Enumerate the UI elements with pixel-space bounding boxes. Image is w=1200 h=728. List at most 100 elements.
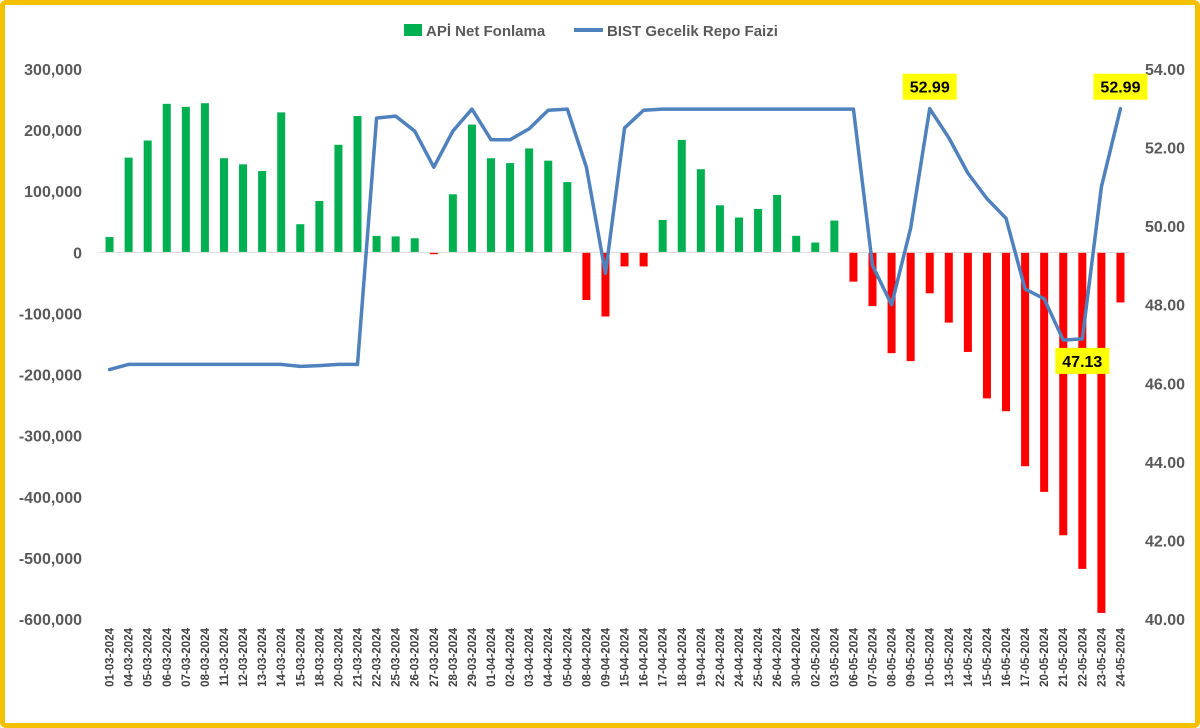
bar-09-05-2024 (906, 252, 915, 362)
x-tick-label: 08-05-2024 (887, 627, 899, 686)
x-tick-label: 06-05-2024 (848, 627, 860, 686)
bar-27-03-2024 (429, 252, 438, 255)
x-tick-label: 14-05-2024 (963, 627, 975, 686)
bar-15-05-2024 (982, 252, 991, 399)
y-right-tick: 46.00 (1145, 376, 1185, 393)
x-tick-label: 24-04-2024 (734, 627, 746, 686)
x-tick-label: 17-05-2024 (1020, 627, 1032, 686)
x-tick-label: 02-05-2024 (810, 627, 822, 686)
y-right-tick: 52.00 (1145, 141, 1185, 158)
x-tick-label: 16-05-2024 (1001, 627, 1013, 686)
x-tick-label: 08-03-2024 (200, 627, 212, 686)
x-tick-label: 23-05-2024 (1096, 627, 1108, 686)
bar-18-04-2024 (677, 139, 686, 253)
y-left-tick: -400,000 (19, 490, 82, 507)
bar-22-05-2024 (1078, 252, 1087, 569)
y-left-tick: -100,000 (19, 306, 82, 323)
y-right-tick: 48.00 (1145, 298, 1185, 315)
bar-14-03-2024 (277, 112, 286, 253)
bar-04-04-2024 (544, 160, 553, 253)
x-tick-label: 15-05-2024 (982, 627, 994, 686)
x-tick-label: 21-03-2024 (353, 627, 365, 686)
bar-02-04-2024 (506, 163, 515, 253)
x-tick-label: 07-03-2024 (181, 627, 193, 686)
bar-02-05-2024 (811, 242, 820, 253)
bar-03-05-2024 (830, 220, 839, 253)
y-left-tick: 200,000 (24, 123, 82, 140)
bar-14-05-2024 (963, 252, 972, 352)
y-left-tick: 300,000 (24, 62, 82, 79)
x-tick-label: 05-04-2024 (562, 627, 574, 686)
bar-15-04-2024 (620, 252, 629, 267)
annotation-box (1093, 73, 1148, 100)
repo-rate-line (107, 106, 1123, 372)
x-tick-label: 25-03-2024 (391, 627, 403, 686)
bar-18-03-2024 (315, 201, 324, 253)
x-tick-label: 04-03-2024 (124, 627, 136, 686)
legend-swatch-api-net-fonlama (404, 24, 422, 36)
x-tick-label: 30-04-2024 (791, 627, 803, 686)
x-tick-label: 22-03-2024 (372, 627, 384, 686)
legend: APİ Net Fonlama BIST Gecelik Repo Faizi (404, 23, 778, 40)
x-tick-label: 15-04-2024 (620, 627, 632, 686)
x-axis: 01-03-2024 04-03-2024 05-03-2024 06-03-2024… (105, 627, 1128, 686)
x-tick-label: 21-05-2024 (1058, 627, 1070, 686)
bar-15-03-2024 (296, 224, 305, 253)
bar-05-04-2024 (563, 182, 572, 253)
bar-12-03-2024 (239, 164, 248, 253)
x-tick-label: 05-03-2024 (143, 627, 155, 686)
bar-16-05-2024 (1002, 252, 1011, 412)
x-tick-label: 09-04-2024 (600, 627, 612, 686)
y-left-tick: 0 (73, 245, 82, 262)
x-tick-label: 13-05-2024 (944, 627, 956, 686)
bar-10-05-2024 (925, 252, 934, 294)
bar-29-03-2024 (467, 124, 476, 253)
x-tick-label: 16-04-2024 (639, 627, 651, 686)
bar-06-05-2024 (849, 252, 858, 282)
y-right-tick: 54.00 (1145, 62, 1185, 79)
bar-09-04-2024 (601, 252, 610, 317)
annotation-box (902, 73, 957, 100)
y-left-tick: -300,000 (19, 429, 82, 446)
legend-label-bist-repo: BIST Gecelik Repo Faizi (607, 23, 778, 40)
y-right-tick: 50.00 (1145, 219, 1185, 236)
x-tick-label: 09-05-2024 (906, 627, 918, 686)
bar-07-05-2024 (868, 252, 877, 307)
bar-22-03-2024 (372, 235, 381, 253)
bar-series-api-net-fonlama (105, 103, 1125, 613)
x-tick-label: 04-04-2024 (543, 627, 555, 686)
bar-01-04-2024 (487, 158, 496, 253)
bar-03-04-2024 (525, 148, 534, 253)
bar-01-03-2024 (105, 237, 114, 253)
x-tick-label: 15-03-2024 (295, 627, 307, 686)
x-tick-label: 02-04-2024 (505, 627, 517, 686)
bar-28-03-2024 (448, 194, 457, 253)
bar-26-04-2024 (773, 194, 782, 253)
bar-21-03-2024 (353, 116, 362, 253)
annotation-label: 52.99 (1100, 80, 1140, 97)
y-left-tick: -200,000 (19, 368, 82, 385)
x-tick-label: 19-04-2024 (696, 627, 708, 686)
x-tick-label: 18-04-2024 (677, 627, 689, 686)
bar-20-05-2024 (1040, 252, 1049, 492)
line-series-bist-repo (107, 106, 1123, 372)
bar-23-05-2024 (1097, 252, 1106, 613)
x-tick-label: 11-03-2024 (219, 627, 231, 686)
x-tick-label: 20-05-2024 (1039, 627, 1051, 686)
x-tick-label: 10-05-2024 (925, 627, 937, 686)
x-tick-label: 25-04-2024 (753, 627, 765, 686)
bar-17-04-2024 (658, 219, 667, 253)
bar-07-03-2024 (181, 106, 190, 253)
x-tick-label: 28-03-2024 (448, 627, 460, 686)
bar-20-03-2024 (334, 144, 343, 253)
bar-24-05-2024 (1116, 252, 1125, 303)
bar-25-04-2024 (754, 208, 763, 253)
y-axis-left: 300,000 200,000 100,000 0 -100,000 -200,000 -3… (19, 62, 82, 629)
bar-13-05-2024 (944, 252, 953, 323)
annotation-label: 52.99 (910, 80, 950, 97)
bar-24-04-2024 (734, 217, 743, 253)
x-tick-label: 12-03-2024 (238, 627, 250, 686)
bar-13-03-2024 (258, 171, 267, 253)
x-tick-label: 20-03-2024 (333, 627, 345, 686)
x-tick-label: 14-03-2024 (276, 627, 288, 686)
